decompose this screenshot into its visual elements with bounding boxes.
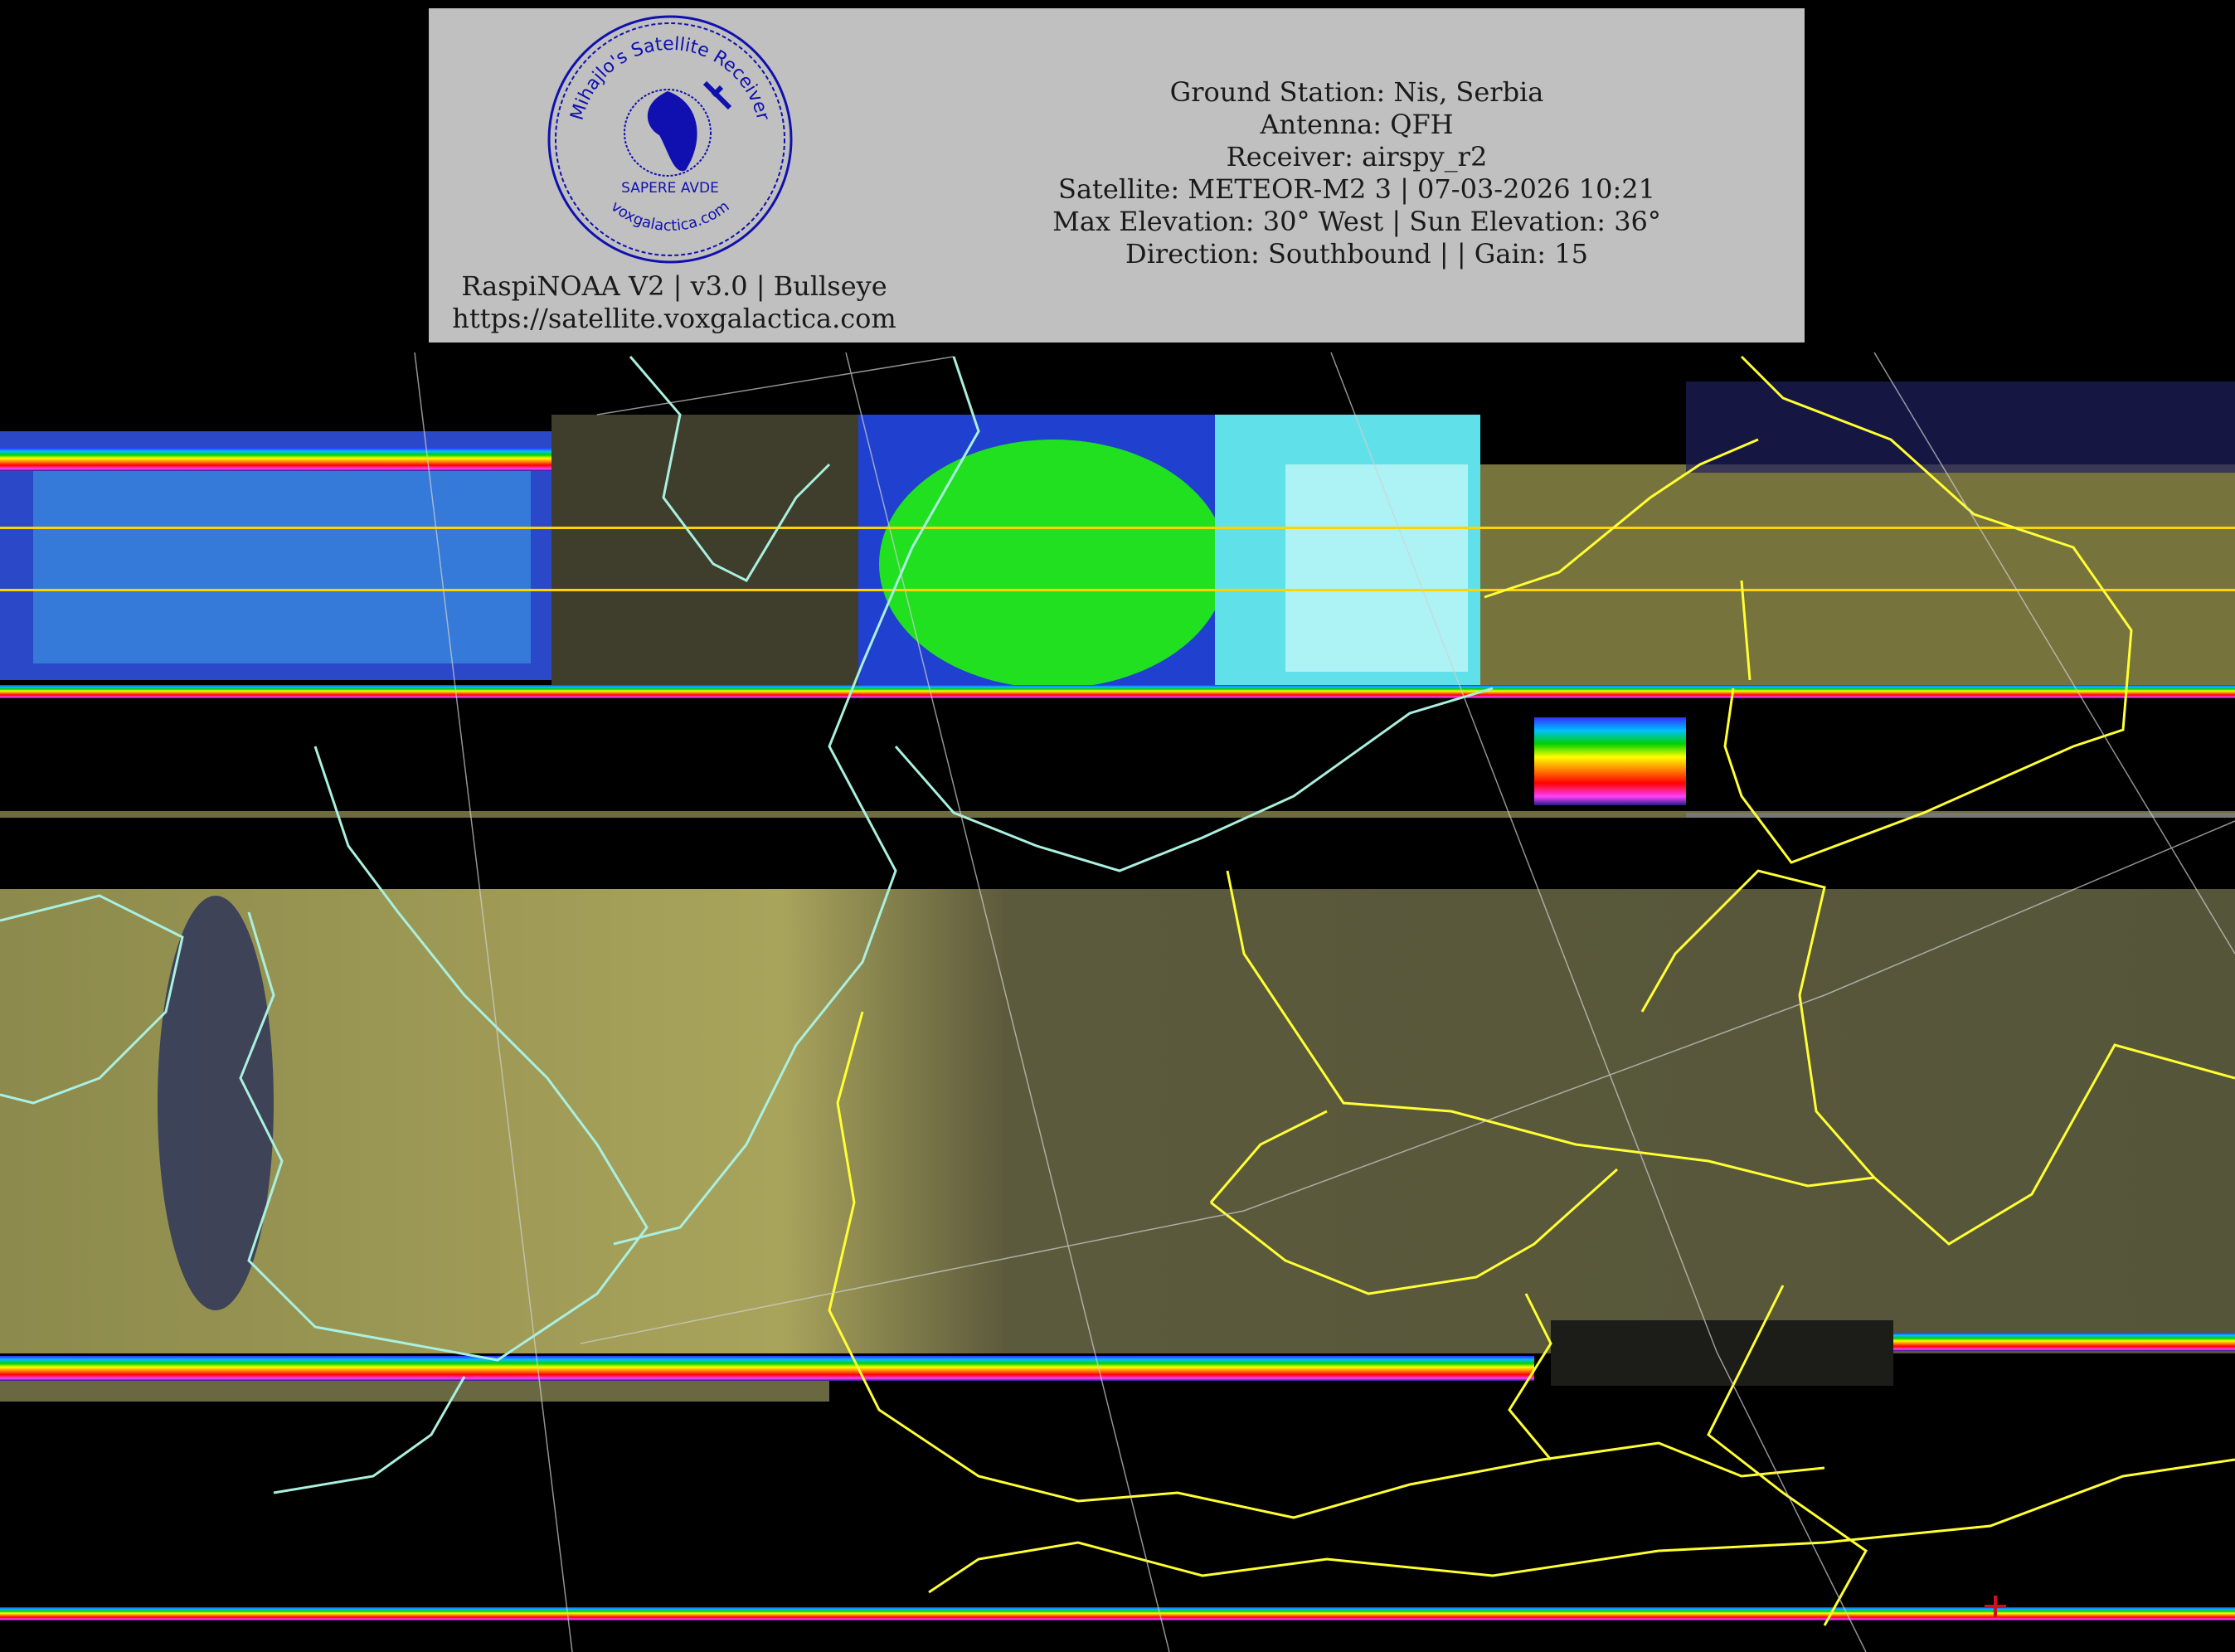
graticule-lines [414,352,2235,1652]
direction-gain-text: Direction: Southbound | | Gain: 15 [1125,238,1588,270]
voxgalactica-logo-seal: Mihajlo's Satellite Receiver voxgalactic… [547,15,793,264]
software-version-text: RaspiNOAA V2 | v3.0 | Bullseye [461,270,887,302]
receiver-text: Receiver: airspy_r2 [1226,141,1488,172]
ground-station-marker [1985,1596,2006,1617]
elevation-text: Max Elevation: 30° West | Sun Elevation:… [1052,206,1661,237]
logo-motto: SAPERE AVDE [621,180,719,197]
missing-data-block [1551,1320,1893,1386]
ground-station-text: Ground Station: Nis, Serbia [1169,76,1544,108]
satellite-icon [702,80,732,110]
satellite-text: Satellite: METEOR-M2 3 | 07-03-2026 10:2… [1058,173,1655,205]
country-borders [828,355,2235,1626]
imagery-band-north [0,381,2235,697]
imagery-band-central [0,889,2235,1353]
coastlines [0,356,1494,1494]
signal-noise-stripes [0,448,2235,1620]
logo-bottom-text: voxgalactica.com [608,197,733,235]
website-url-text: https://satellite.voxgalactica.com [452,303,896,334]
antenna-text: Antenna: QFH [1260,109,1454,140]
globe-icon [624,89,712,177]
